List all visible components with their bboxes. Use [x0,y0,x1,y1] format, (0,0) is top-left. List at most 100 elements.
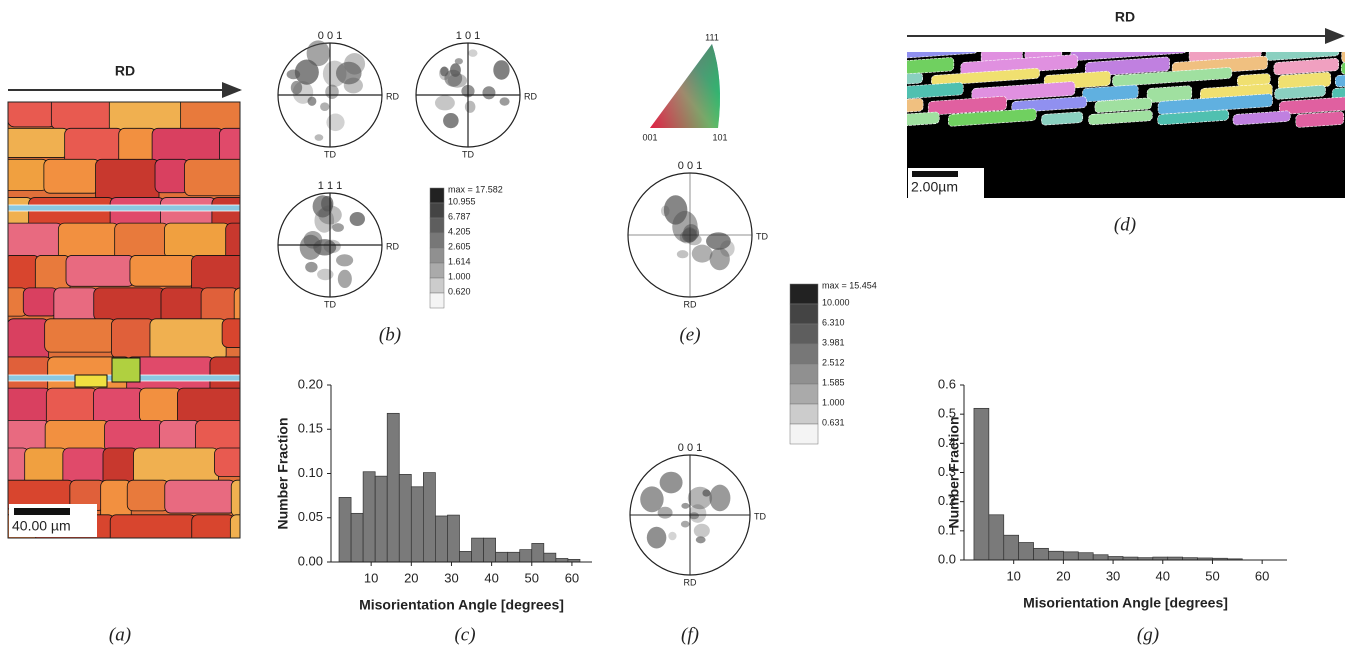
intensity-blob [689,512,700,520]
grain [104,420,164,453]
intensity-blob [286,69,301,80]
grain [1244,4,1335,25]
bar [1092,554,1109,561]
grain [1319,15,1351,36]
x-axis-label: Misorientation Angle [degrees] [359,597,564,613]
grain [126,479,170,512]
histogram: 0.00 0.05 0.10 0.15 0.20 10 20 30 40 50 60Misorien… [275,376,592,613]
pole-figure: 0 0 1 TD RD [627,160,768,309]
legend-swatch [429,292,445,309]
intensity-blob [676,250,689,259]
x-tick-label: 10 [1006,568,1020,583]
grain [977,0,1083,13]
pole-direction: TD [756,231,768,241]
direction-label: RD [1115,9,1135,25]
bar [543,552,557,563]
pole-direction: RD [386,91,399,101]
grain [22,287,59,317]
pole-direction: RD [524,91,537,101]
legend-label: 4.205 [448,226,471,236]
panel-label: (c) [454,624,475,645]
bar [386,412,400,563]
legend-swatch [789,303,819,325]
pole-direction: TD [462,149,474,159]
legend-label: 10.000 [822,297,850,307]
intensity-blob [349,211,365,227]
grain [65,255,135,287]
bar [398,474,412,563]
grain [44,318,116,353]
grain [43,158,100,194]
grain [906,17,998,38]
legend-swatch [789,403,819,425]
grain [1273,58,1340,76]
x-axis-label: Misorientation Angle [degrees] [1023,595,1228,611]
pole-direction: TD [324,299,336,309]
y-tick-label: 0.00 [298,553,323,568]
intensity-blob [482,86,496,100]
contour-legend: max = 15.454 10.000 6.310 3.981 2.512 1.585 1.… [789,280,877,445]
intensity-blob [660,205,670,217]
intensity-blob [659,471,683,494]
grain [111,318,155,359]
bar [1107,556,1124,561]
grain [907,72,923,86]
y-tick-label: 0.5 [938,406,956,421]
grain [1184,32,1251,51]
intensity-blob [314,134,324,141]
grain [229,514,240,538]
legend-label: max = 17.582 [448,184,503,194]
intensity-blob [706,232,731,250]
legend-swatch [789,283,819,305]
intensity-blob [325,84,339,100]
grain [1331,81,1345,102]
grain [164,222,231,259]
y-axis-label: Number Fraction [275,417,291,529]
bar [435,515,448,563]
intensity-blob [668,531,677,541]
grain [164,479,236,514]
histogram: 0.0 0.1 0.2 0.3 0.4 0.5 0.6 10 20 30 40 50 60 Misorie… [938,376,1287,611]
intensity-blob [305,261,318,273]
bar [447,514,460,563]
grain [8,158,49,191]
grain [1340,3,1351,21]
legend-swatch [429,187,445,204]
legend-label: 1.614 [448,256,471,266]
pole-figures: 0 0 1 RD TD 1 0 1 RD TD 1 1 1 RD TD [277,30,537,309]
bar [410,486,424,563]
grain [1041,111,1084,126]
legend-label: 6.787 [448,211,471,221]
x-tick-label: 30 [444,570,458,585]
intensity-blob [686,228,700,239]
grain [191,514,235,538]
intensity-blob [499,97,510,106]
legend-label: 0.631 [822,417,845,427]
intensity-blob [709,247,730,271]
bar [350,512,364,563]
grain [8,127,70,158]
grain [93,287,166,322]
y-tick-label: 0.15 [298,421,323,436]
intensity-blob [693,523,710,538]
bar [988,514,1005,561]
scale-bar [912,171,958,177]
grain [50,102,114,130]
intensity-blob [299,234,322,260]
grain [1334,70,1345,88]
bar [338,497,352,563]
intensity-blob [646,526,667,549]
direction-label: RD [115,63,135,79]
grain [74,374,108,388]
intensity-blob [672,210,698,243]
bar [555,558,569,563]
grain [1002,16,1117,38]
intensity-blob [450,63,461,77]
panel-label: (g) [1137,624,1159,645]
grain [8,102,56,128]
grain [8,255,40,292]
y-axis-label: Number Fraction [946,416,962,528]
intensity-blob [434,95,455,111]
intensity-blob [320,102,330,111]
